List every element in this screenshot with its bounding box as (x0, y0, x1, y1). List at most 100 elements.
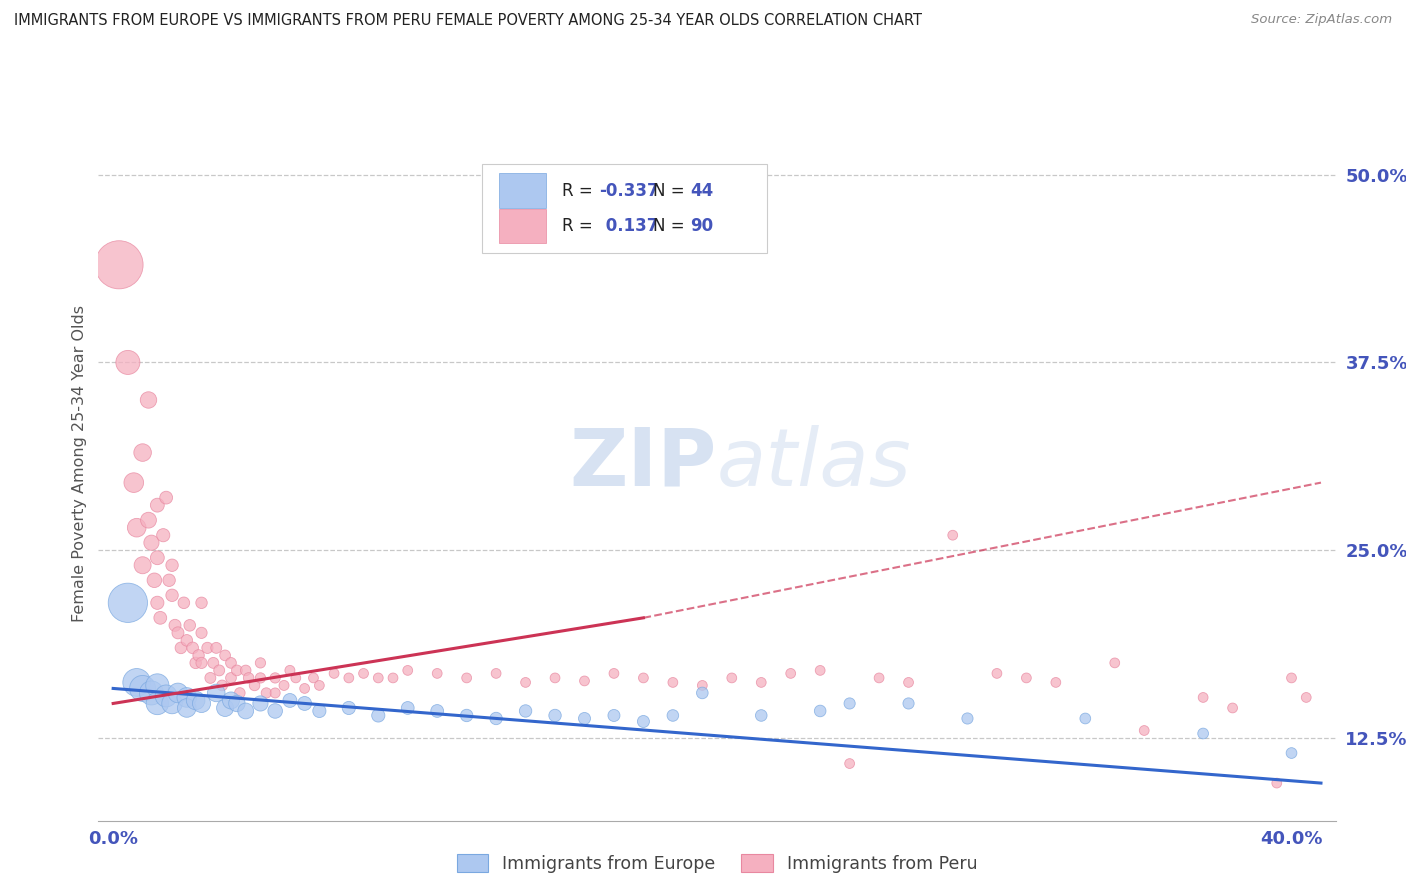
Point (225, 697, 247, 711)
Point (897, 675, 920, 690)
Point (302, 671, 325, 685)
Y-axis label: Female Poverty Among 25-34 Year Olds: Female Poverty Among 25-34 Year Olds (72, 305, 87, 623)
Point (235, 704, 257, 718)
Point (146, 678, 169, 692)
FancyBboxPatch shape (499, 209, 547, 244)
Point (720, 671, 742, 685)
Point (337, 671, 360, 685)
Text: IMMIGRANTS FROM EUROPE VS IMMIGRANTS FROM PERU FEMALE POVERTY AMONG 25-34 YEAR O: IMMIGRANTS FROM EUROPE VS IMMIGRANTS FRO… (14, 13, 922, 29)
Point (214, 648, 236, 663)
Point (264, 686, 287, 700)
Point (160, 588, 183, 602)
Point (205, 686, 228, 700)
Text: 44: 44 (690, 182, 713, 200)
Point (163, 618, 186, 632)
Point (167, 625, 190, 640)
Point (117, 355, 139, 369)
Point (181, 640, 204, 655)
Text: 0.137: 0.137 (599, 218, 658, 235)
Point (323, 666, 346, 681)
Point (225, 664, 247, 678)
Point (603, 708, 626, 723)
Point (749, 675, 772, 690)
Point (146, 550, 169, 565)
Point (184, 693, 207, 707)
Text: Source: ZipAtlas.com: Source: ZipAtlas.com (1251, 13, 1392, 27)
Point (205, 640, 228, 655)
Point (160, 697, 183, 711)
Point (155, 491, 177, 505)
Point (838, 756, 860, 771)
Point (633, 714, 655, 729)
Text: N =: N = (652, 218, 689, 235)
Point (1281, 746, 1303, 760)
Point (249, 671, 271, 685)
Point (122, 475, 145, 490)
Point (1192, 726, 1215, 740)
Point (249, 697, 271, 711)
Point (692, 686, 714, 700)
Point (1192, 690, 1215, 705)
Point (190, 625, 212, 640)
Point (603, 666, 626, 681)
Point (426, 704, 449, 718)
Point (1222, 701, 1244, 715)
Point (574, 673, 596, 688)
Point (219, 693, 242, 707)
Point (544, 671, 567, 685)
Point (173, 596, 195, 610)
Point (184, 656, 207, 670)
Point (143, 574, 166, 588)
Point (294, 697, 316, 711)
Point (264, 671, 287, 685)
Text: -0.337: -0.337 (599, 182, 659, 200)
Point (190, 596, 212, 610)
Point (219, 656, 242, 670)
Point (146, 697, 169, 711)
Point (1104, 656, 1126, 670)
Point (146, 596, 169, 610)
Point (367, 708, 389, 723)
FancyBboxPatch shape (482, 164, 766, 253)
Point (278, 664, 301, 678)
Point (692, 678, 714, 692)
Point (485, 666, 508, 681)
Point (986, 666, 1008, 681)
Point (160, 558, 183, 573)
Point (515, 704, 537, 718)
Point (426, 666, 449, 681)
Point (574, 711, 596, 725)
Point (264, 704, 287, 718)
Point (243, 678, 266, 692)
Point (170, 640, 193, 655)
Point (190, 697, 212, 711)
Point (200, 671, 222, 685)
Point (197, 640, 219, 655)
Point (544, 708, 567, 723)
Point (152, 528, 174, 542)
Point (1133, 723, 1156, 738)
Point (662, 675, 685, 690)
Point (808, 664, 831, 678)
Point (485, 711, 508, 725)
Point (179, 618, 201, 632)
Point (942, 528, 965, 542)
Point (808, 704, 831, 718)
Point (254, 686, 277, 700)
Point (749, 708, 772, 723)
Point (515, 675, 537, 690)
Point (337, 701, 360, 715)
Point (131, 681, 153, 696)
Point (456, 708, 478, 723)
Text: ZIP: ZIP (569, 425, 717, 503)
Point (868, 671, 890, 685)
Point (117, 596, 139, 610)
Text: R =: R = (562, 182, 599, 200)
Point (367, 671, 389, 685)
Point (146, 498, 169, 512)
Point (176, 690, 198, 705)
Point (294, 681, 316, 696)
Point (1295, 690, 1317, 705)
Point (176, 633, 198, 648)
Point (278, 693, 301, 707)
